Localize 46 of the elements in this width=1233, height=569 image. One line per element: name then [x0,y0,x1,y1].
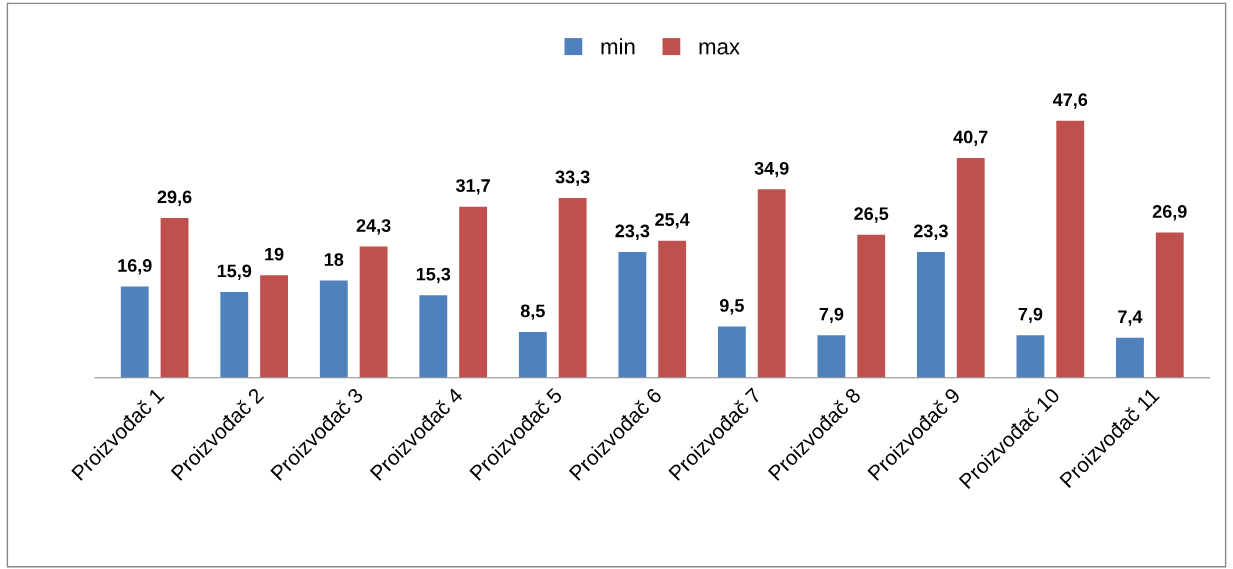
bar [459,206,488,378]
data-label: 15,3 [416,267,451,284]
bar [518,331,547,378]
bar [319,280,348,378]
data-label: 18 [324,253,344,266]
data-label: 7,4 [1118,310,1143,326]
bar [757,189,786,378]
data-label: 47,6 [1052,93,1088,109]
bar [618,251,647,378]
data-label: 7,9 [819,307,844,324]
bar [220,291,249,378]
data-label: 24,3 [356,219,391,235]
bar [359,246,388,378]
data-label: 26,5 [854,207,889,223]
bar [916,251,945,378]
data-label: 33,3 [555,170,590,186]
bar [1155,232,1184,378]
legend-label: max [699,42,740,55]
bar [160,217,189,378]
data-label: 7,9 [1018,307,1043,324]
data-label: 34,9 [754,161,789,178]
legend-label: min [601,38,635,55]
bar [857,234,886,378]
bar [419,295,448,378]
data-label: 26,9 [1152,205,1187,221]
data-label: 23,3 [913,224,948,240]
bar [1116,337,1144,378]
data-label: 31,7 [455,179,490,195]
bar [717,326,746,378]
data-label: 19 [265,247,284,261]
bar [956,158,985,378]
data-label: 25,4 [655,213,690,229]
data-label: 40,7 [953,130,988,146]
bar [658,240,687,378]
data-label: 29,6 [157,190,192,206]
data-label: 16,9 [118,259,152,275]
bar [817,335,846,378]
bar [1016,335,1045,378]
data-label: 23,3 [615,224,650,240]
bar [120,286,149,378]
bar [260,275,289,378]
bar [1056,120,1085,378]
data-label: 8,5 [520,304,545,320]
data-label: 15,9 [217,264,252,280]
data-label: 9,5 [719,299,744,315]
bar [558,197,587,378]
